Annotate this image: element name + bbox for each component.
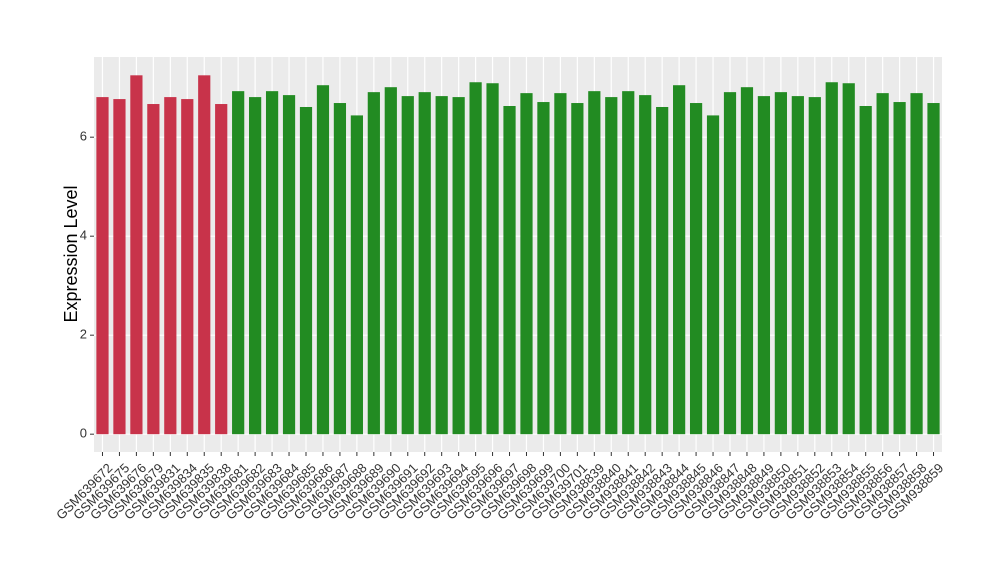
bar (503, 106, 516, 435)
bar (469, 82, 482, 435)
bar (639, 95, 652, 435)
y-axis-label: Expression Level (61, 185, 81, 322)
bar (265, 91, 279, 435)
bar (520, 93, 533, 435)
bar (927, 103, 940, 435)
bar (198, 75, 211, 435)
bar (673, 85, 686, 435)
bar (299, 106, 313, 435)
bar (452, 97, 465, 435)
bar (656, 106, 669, 435)
bar (384, 87, 397, 435)
bar (537, 102, 550, 435)
bar (113, 99, 126, 435)
bar (249, 97, 262, 435)
bar (825, 82, 838, 435)
bar (350, 115, 363, 435)
bar (164, 97, 177, 435)
bar (418, 92, 431, 435)
bar (740, 87, 754, 435)
y-tick-label: 2 (80, 327, 87, 342)
bar (605, 97, 618, 435)
bar (842, 83, 855, 435)
bar (147, 104, 160, 435)
bar (367, 92, 380, 435)
bar (588, 91, 601, 435)
bar (333, 103, 347, 435)
y-tick-label: 4 (80, 228, 87, 243)
bar (282, 95, 296, 435)
bar (571, 103, 584, 435)
bar (401, 96, 414, 435)
bar (876, 93, 889, 435)
bar (554, 93, 567, 435)
bar (486, 83, 499, 435)
bar (316, 85, 330, 435)
bar (689, 103, 703, 435)
bar (893, 102, 906, 435)
bar (859, 106, 872, 435)
bar (757, 96, 771, 435)
bar (181, 99, 194, 435)
bar (232, 91, 245, 435)
bar (774, 92, 787, 435)
bar (910, 93, 923, 435)
bar (706, 115, 720, 435)
y-tick-label: 0 (80, 426, 87, 441)
y-tick-label: 6 (80, 129, 87, 144)
bar (435, 96, 448, 435)
bar (215, 104, 228, 435)
bar (96, 97, 109, 435)
bar (723, 92, 737, 435)
bar (791, 96, 804, 435)
bar (622, 91, 635, 435)
bar (808, 97, 821, 435)
bar (130, 75, 143, 435)
